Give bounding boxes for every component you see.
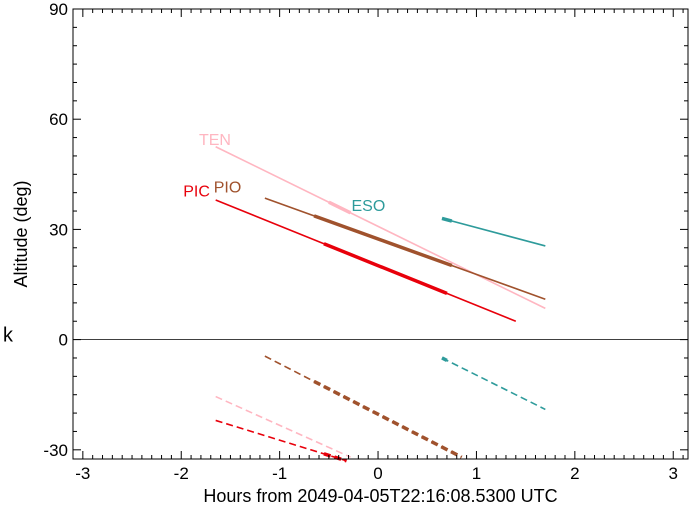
series-layer xyxy=(215,146,546,463)
x-tick-label: 3 xyxy=(669,464,678,483)
x-tick-label: 2 xyxy=(570,464,579,483)
side-label-k: k xyxy=(2,326,14,349)
x-tick-label: 0 xyxy=(373,464,382,483)
series-line-ten xyxy=(215,146,546,310)
series-label-ten: TEN xyxy=(199,132,231,149)
series-line-eso xyxy=(441,217,546,247)
series-label-pio: PIO xyxy=(214,180,242,197)
ticks-layer xyxy=(72,8,688,459)
series-below-horizon-ten xyxy=(215,395,351,458)
series-below-thick-pic xyxy=(323,452,348,463)
series-thick-pio xyxy=(313,214,453,268)
y-tick-label: 0 xyxy=(59,331,68,350)
series-thick-eso xyxy=(441,216,453,223)
y-tick-label: 90 xyxy=(49,0,68,19)
plot-frame xyxy=(72,8,689,460)
series-thick-ten xyxy=(328,200,352,215)
x-axis-label: Hours from 2049-04-05T22:16:08.5300 UTC xyxy=(203,486,557,506)
series-below-thick-pio xyxy=(313,379,463,459)
series-thick-pic xyxy=(323,242,448,296)
x-tick-label: -3 xyxy=(75,464,90,483)
x-tick-label: -1 xyxy=(272,464,287,483)
series-label-pic: PIC xyxy=(183,183,210,200)
series-below-horizon-eso xyxy=(441,357,546,411)
x-tick-label: 1 xyxy=(472,464,481,483)
series-below-thick-eso xyxy=(441,356,448,362)
x-tick-label: -2 xyxy=(174,464,189,483)
y-tick-label: 30 xyxy=(49,220,68,239)
y-tick-label: -30 xyxy=(43,441,68,460)
y-tick-label: 60 xyxy=(49,110,68,129)
series-label-eso: ESO xyxy=(351,198,385,215)
y-axis-label: Altitude (deg) xyxy=(11,180,31,287)
